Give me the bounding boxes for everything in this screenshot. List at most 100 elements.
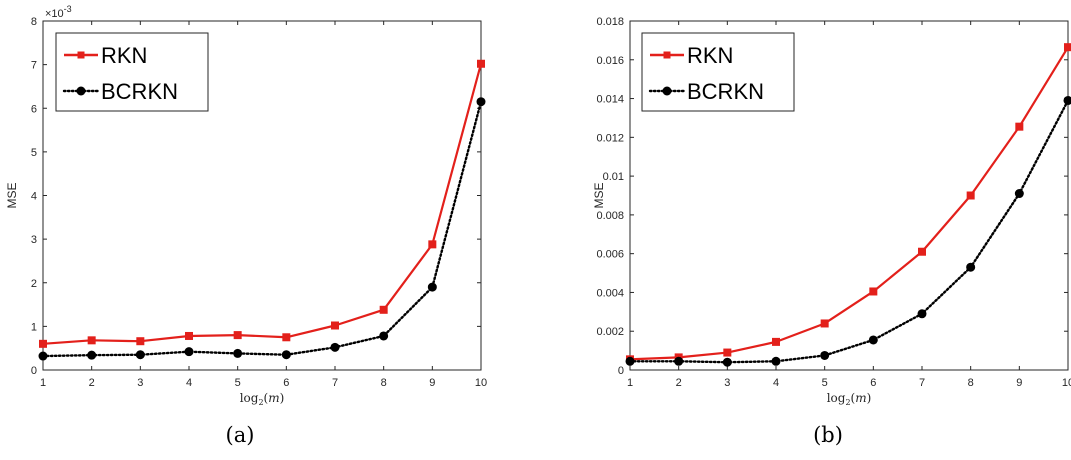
data-point-rkn [233,331,242,340]
y-axis-label: MSE [5,182,19,208]
x-tick-label: 4 [186,377,192,389]
x-tick-label: 2 [89,377,95,389]
legend: RKN BCRKN [641,32,795,112]
data-point-bcrkn [476,97,486,107]
panel-caption: (b) [813,423,843,447]
data-point-rkn [282,333,291,342]
data-point-bcrkn [233,348,243,358]
legend: RKN BCRKN [55,32,209,112]
y-tick-label: 0.01 [603,171,624,183]
legend-marker-rkn [663,51,671,59]
legend-label-rkn: RKN [101,43,147,68]
data-point-bcrkn [674,356,684,366]
x-tick-label: 2 [676,377,682,389]
data-point-rkn [331,321,339,330]
y-tick-label: 0.002 [596,326,624,338]
x-tick-label: 6 [283,377,289,389]
x-tick-label: 8 [968,377,974,389]
x-tick-label: 9 [1016,377,1022,389]
series-bcrkn [625,95,1071,367]
data-point-bcrkn [868,335,878,345]
series-line-bcrkn [41,100,483,358]
data-point-bcrkn [427,282,437,292]
data-point-bcrkn [184,347,194,357]
x-axis-label-close: ) [867,391,872,405]
data-point-rkn [477,59,485,68]
x-tick-label: 3 [137,377,143,389]
x-axis-label: log2(m) [827,391,872,407]
data-point-rkn [966,191,975,200]
x-axis-label: log2(m) [240,391,285,407]
data-point-rkn [723,348,732,357]
data-point-rkn [379,305,388,314]
y-tick-label: 1 [31,321,37,333]
x-axis-label-sub: 2 [845,398,850,407]
data-point-bcrkn [330,342,340,352]
legend-box [55,32,209,112]
x-axis-label-close: ) [280,391,285,405]
data-point-rkn [869,287,878,296]
y-tick-label: 2 [31,278,37,290]
y-tick-label: 7 [31,60,37,72]
chart-panel-b: 0 0.002 0.004 0.006 0.008 0.01 0.012 0.014 0.016… [592,16,1071,447]
x-tick-label: 8 [381,377,387,389]
data-point-bcrkn [917,309,927,319]
data-point-bcrkn [820,350,830,360]
y-tick-label: 0.008 [596,210,624,222]
x-tick-label: 7 [332,377,338,389]
data-point-rkn [1064,43,1071,52]
data-point-bcrkn [1014,189,1024,199]
y-tick-label: 0.018 [596,16,624,28]
data-point-rkn [136,337,145,346]
x-tick-label: 10 [1062,377,1071,389]
x-axis-label-sub: 2 [258,398,263,407]
x-axis-label-log: log [827,391,846,405]
legend-box [641,32,795,112]
y-tick-label: 5 [31,147,37,159]
y-tick-label: 0.004 [596,287,624,299]
x-axis-label-var: m [268,391,279,405]
x-axis-label-arg: ( [851,391,856,405]
data-point-bcrkn [87,350,97,360]
legend-marker-rkn [77,51,85,59]
data-point-bcrkn [1063,95,1071,105]
y-exponent-base: ×10 [45,8,64,20]
y-axis-label: MSE [592,182,606,208]
y-tick-label: 0 [31,365,37,377]
legend-label-bcrkn: BCRKN [101,79,178,104]
y-tick-label: 0.012 [596,132,624,144]
data-point-bcrkn [38,351,48,361]
data-point-bcrkn [771,356,781,366]
y-exponent-label: ×10-3 [45,4,72,20]
data-point-rkn [820,319,829,328]
x-tick-label: 4 [773,377,779,389]
x-tick-label: 5 [235,377,241,389]
data-point-bcrkn [379,331,389,341]
x-tick-label: 7 [919,377,925,389]
series-bcrkn [38,97,486,361]
data-point-rkn [1015,122,1024,131]
x-tick-label: 1 [40,377,46,389]
data-point-rkn [87,336,96,345]
data-point-bcrkn [625,356,635,366]
data-point-rkn [918,247,926,256]
x-axis-label-arg: ( [264,391,269,405]
data-point-rkn [185,331,193,340]
x-tick-label: 1 [627,377,633,389]
x-tick-label: 6 [870,377,876,389]
y-tick-label: 0.014 [596,94,624,106]
legend-label-bcrkn: BCRKN [687,79,764,104]
y-tick-label: 8 [31,16,37,28]
x-tick-label: 10 [475,377,487,389]
panel-caption: (a) [226,423,255,447]
series-line-rkn [42,63,483,345]
y-tick-label: 6 [31,103,37,115]
data-point-bcrkn [135,350,145,360]
x-tick-label: 9 [429,377,435,389]
y-tick-label: 0.016 [596,55,624,67]
legend-label-rkn: RKN [687,43,733,68]
data-point-bcrkn [281,350,291,360]
y-exponent-power: -3 [64,4,72,14]
